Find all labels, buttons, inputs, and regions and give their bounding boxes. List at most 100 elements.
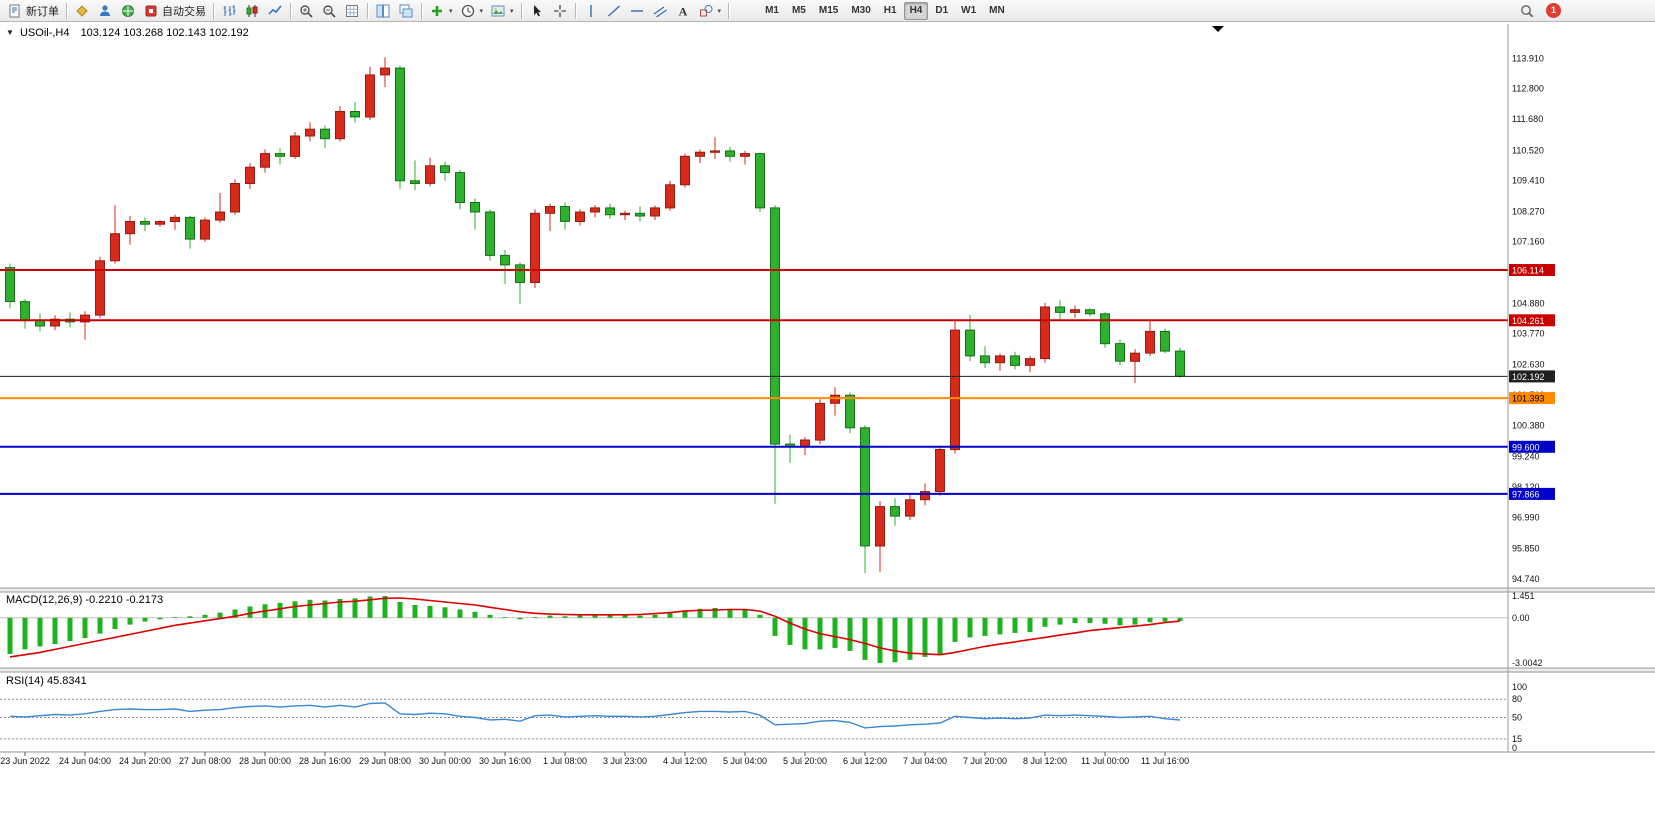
- price-axis-label: 112.800: [1512, 83, 1544, 93]
- vertical-line-tool-button[interactable]: [580, 1, 602, 21]
- candle-body: [20, 301, 30, 322]
- autotrading-button[interactable]: 自动交易: [140, 1, 209, 21]
- rsi-axis-label: 80: [1512, 694, 1522, 704]
- time-axis-label: 30 Jun 00:00: [419, 756, 471, 766]
- trendline-tool-icon: [606, 3, 622, 19]
- autotrading-label: 自动交易: [162, 5, 206, 18]
- tf-h1-button[interactable]: H1: [878, 2, 903, 20]
- price-badge-106.114[interactable]: [1509, 264, 1555, 276]
- templates-button[interactable]: ▾: [487, 1, 517, 21]
- search-button[interactable]: [1516, 1, 1538, 21]
- cursor-tool-button[interactable]: [526, 1, 548, 21]
- price-badge-label: 101.393: [1512, 394, 1545, 404]
- bar-chart-button[interactable]: [218, 1, 240, 21]
- tf-m5-label: M5: [791, 5, 806, 16]
- zoom-out-icon: [321, 3, 337, 19]
- vertical-line-tool-icon: [583, 3, 599, 19]
- tf-w1-button[interactable]: W1: [955, 2, 982, 20]
- tf-m1-button[interactable]: M1: [759, 2, 785, 20]
- candle-body: [530, 212, 540, 283]
- tile-windows-button[interactable]: [372, 1, 394, 21]
- pane-splitter[interactable]: [0, 668, 1655, 672]
- candle-body: [800, 439, 810, 448]
- candle-body: [605, 207, 615, 216]
- candle-chart-button[interactable]: [241, 1, 263, 21]
- candle-body: [590, 207, 600, 213]
- crosshair-tool-button[interactable]: [549, 1, 571, 21]
- horizontal-line-tool-button[interactable]: [626, 1, 648, 21]
- tf-h4-button[interactable]: H4: [903, 1, 929, 20]
- shapes-tool-button[interactable]: ▾: [695, 1, 725, 21]
- chart-canvas[interactable]: 113.910 112.800 111.680 110.520 109.410 108.2…: [0, 22, 1655, 818]
- time-axis-label: 11 Jul 16:00: [1141, 756, 1189, 766]
- time-axis-label: 29 Jun 08:00: [359, 756, 411, 766]
- candle-body: [665, 184, 675, 209]
- grid-toggle-button[interactable]: [341, 1, 363, 21]
- price-axis-label: 102.630: [1512, 360, 1545, 370]
- tf-m5-button[interactable]: M5: [786, 2, 812, 20]
- toolbar-separator: [728, 2, 730, 19]
- candle-body: [740, 153, 750, 157]
- zoom-in-button[interactable]: [295, 1, 317, 21]
- time-axis-label: 28 Jun 00:00: [239, 756, 291, 766]
- time-axis-label: 7 Jul 04:00: [903, 756, 947, 766]
- chevron-down-icon: ▾: [717, 7, 722, 15]
- price-axis-label: 113.910: [1512, 53, 1544, 63]
- candle-body: [1130, 352, 1140, 362]
- chart-background[interactable]: [0, 22, 1655, 818]
- bar-chart-icon: [221, 3, 237, 19]
- accounts-button[interactable]: [94, 1, 116, 21]
- notification-badge[interactable]: 1: [1546, 3, 1561, 18]
- candle-body: [830, 394, 840, 404]
- candle-body: [1040, 306, 1050, 360]
- add-indicator-button[interactable]: ▾: [426, 1, 456, 21]
- channel-tool-button[interactable]: [649, 1, 671, 21]
- zoom-out-button[interactable]: [318, 1, 340, 21]
- line-chart-button[interactable]: [264, 1, 286, 21]
- candle-body: [275, 153, 285, 157]
- candle-body: [5, 267, 15, 303]
- price-badge-label: 102.192: [1512, 372, 1545, 382]
- market-watch-button[interactable]: [71, 1, 93, 21]
- trendline-tool-button[interactable]: [603, 1, 625, 21]
- svg-text:A: A: [678, 4, 687, 18]
- price-badge-101.393[interactable]: [1509, 392, 1555, 405]
- macd-axis-label: -3.0042: [1512, 658, 1543, 668]
- tf-mn-button[interactable]: MN: [983, 2, 1011, 20]
- candle-body: [575, 211, 585, 222]
- web-terminal-button[interactable]: [117, 1, 139, 21]
- toolbar-separator: [66, 2, 67, 19]
- tf-h4-label: H4: [909, 5, 923, 16]
- candle-body: [140, 221, 150, 225]
- candle-body: [425, 165, 435, 184]
- candle-body: [680, 155, 690, 186]
- new-order-button[interactable]: 新订单: [4, 1, 62, 21]
- tf-m15-button[interactable]: M15: [813, 2, 844, 20]
- text-tool-button[interactable]: A: [672, 1, 694, 21]
- tf-d1-button[interactable]: D1: [929, 2, 954, 20]
- tf-m15-label: M15: [818, 5, 839, 16]
- candle-body: [290, 135, 300, 157]
- candle-body: [440, 165, 450, 174]
- chart-shift-marker[interactable]: [1212, 26, 1224, 32]
- time-axis-label: 24 Jun 04:00: [59, 756, 111, 766]
- price-badge-104.261[interactable]: [1509, 314, 1555, 327]
- cascade-windows-button[interactable]: [395, 1, 417, 21]
- toolbar-right: 1: [1516, 1, 1561, 21]
- candle-body: [980, 355, 990, 364]
- price-badge-99.600[interactable]: [1509, 440, 1555, 453]
- price-badge-97.866[interactable]: [1509, 487, 1555, 500]
- time-axis-label: 6 Jul 12:00: [843, 756, 887, 766]
- accounts-icon: [97, 3, 113, 19]
- candle-body: [500, 254, 510, 266]
- price-badge-102.192[interactable]: [1509, 370, 1555, 383]
- chevron-down-icon: ▾: [510, 7, 514, 15]
- cursor-tool-icon: [529, 3, 545, 19]
- tf-m1-label: M1: [765, 5, 779, 16]
- candle-body: [335, 111, 345, 140]
- periods-button[interactable]: ▾: [457, 1, 487, 21]
- tf-m30-button[interactable]: M30: [845, 2, 876, 20]
- pane-splitter[interactable]: [0, 588, 1655, 592]
- new-order-icon: [7, 3, 23, 19]
- candle-body: [125, 221, 135, 235]
